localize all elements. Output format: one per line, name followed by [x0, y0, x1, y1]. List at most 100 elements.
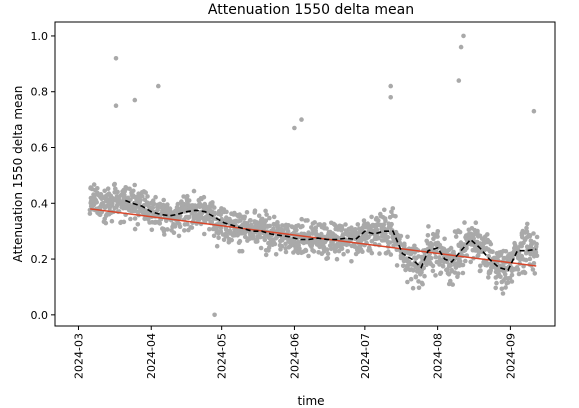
- data-point: [254, 239, 260, 244]
- data-point: [456, 78, 462, 83]
- data-point: [422, 273, 427, 279]
- data-point: [421, 265, 427, 271]
- data-point: [385, 234, 391, 240]
- data-point: [498, 274, 503, 280]
- data-point: [405, 279, 410, 285]
- data-point: [413, 274, 419, 280]
- data-point: [521, 269, 527, 275]
- data-point: [87, 211, 93, 216]
- y-axis: 0.0 0.2 0.4 0.6 0.8 1.0: [31, 30, 55, 322]
- data-point: [322, 222, 327, 227]
- data-point: [397, 240, 403, 245]
- data-point: [98, 192, 104, 197]
- data-point: [292, 125, 297, 131]
- data-point: [319, 231, 324, 237]
- data-point: [265, 224, 270, 229]
- data-point: [488, 268, 494, 273]
- data-point: [280, 223, 285, 228]
- data-point: [258, 234, 263, 240]
- data-point: [186, 198, 192, 203]
- data-point: [383, 218, 388, 224]
- data-point: [332, 249, 338, 254]
- data-point: [212, 205, 217, 210]
- data-point: [393, 214, 398, 219]
- data-point: [203, 203, 208, 209]
- data-point: [377, 251, 382, 256]
- data-point: [408, 276, 414, 282]
- data-point: [533, 244, 539, 249]
- x-tick-label: 2024-09: [504, 333, 517, 379]
- data-point: [207, 226, 212, 232]
- data-point: [128, 197, 133, 202]
- data-point: [460, 262, 466, 268]
- data-point: [387, 240, 393, 245]
- data-point: [453, 234, 459, 239]
- data-point: [142, 216, 147, 222]
- data-point: [94, 199, 99, 205]
- data-point: [478, 263, 483, 269]
- data-point: [525, 221, 530, 227]
- data-point: [279, 243, 285, 249]
- data-point: [486, 275, 491, 280]
- data-point: [444, 267, 449, 273]
- data-point: [463, 258, 468, 264]
- data-point: [527, 233, 533, 238]
- data-point: [493, 285, 499, 291]
- data-point: [105, 186, 111, 191]
- data-point: [331, 221, 337, 227]
- data-point: [171, 230, 177, 235]
- data-point: [334, 256, 340, 262]
- data-point: [334, 234, 340, 240]
- data-point: [247, 218, 253, 223]
- data-point: [185, 221, 190, 227]
- data-point: [488, 241, 494, 247]
- y-tick-label: 0.4: [31, 197, 49, 210]
- data-point: [413, 264, 418, 270]
- data-point: [283, 249, 289, 255]
- data-point: [118, 192, 124, 198]
- data-point: [448, 245, 454, 251]
- data-point: [176, 233, 182, 239]
- data-point: [256, 213, 262, 218]
- data-point: [440, 264, 446, 269]
- data-point: [140, 193, 145, 199]
- data-point: [174, 205, 180, 210]
- data-point: [224, 209, 229, 215]
- data-point: [516, 271, 522, 277]
- data-point: [346, 241, 351, 247]
- data-point: [398, 233, 404, 239]
- data-point: [457, 229, 463, 235]
- data-point: [524, 225, 529, 231]
- data-point: [260, 216, 265, 222]
- data-point: [462, 247, 468, 253]
- data-point: [468, 259, 474, 265]
- data-point: [369, 250, 375, 256]
- data-point: [291, 250, 296, 255]
- data-point: [218, 225, 224, 231]
- data-point: [171, 222, 177, 227]
- y-tick-label: 1.0: [31, 30, 49, 43]
- data-point: [202, 231, 207, 237]
- x-tick-label: 2024-03: [72, 333, 85, 379]
- data-point: [177, 224, 183, 229]
- data-point: [531, 261, 537, 266]
- data-point: [410, 285, 416, 291]
- data-point: [355, 222, 361, 227]
- data-point: [531, 231, 536, 236]
- data-point: [249, 232, 255, 237]
- data-point: [165, 227, 170, 232]
- data-point: [390, 206, 396, 211]
- data-point: [216, 235, 221, 241]
- y-tick-label: 0.2: [31, 253, 49, 266]
- data-point: [283, 241, 288, 247]
- data-point: [394, 263, 400, 268]
- data-point: [500, 291, 506, 296]
- data-point: [291, 238, 297, 243]
- data-point: [188, 225, 193, 230]
- data-point: [339, 245, 345, 251]
- data-point: [218, 217, 224, 223]
- data-point: [248, 222, 254, 228]
- data-point: [433, 273, 438, 278]
- data-point: [285, 226, 290, 232]
- data-point: [437, 255, 442, 260]
